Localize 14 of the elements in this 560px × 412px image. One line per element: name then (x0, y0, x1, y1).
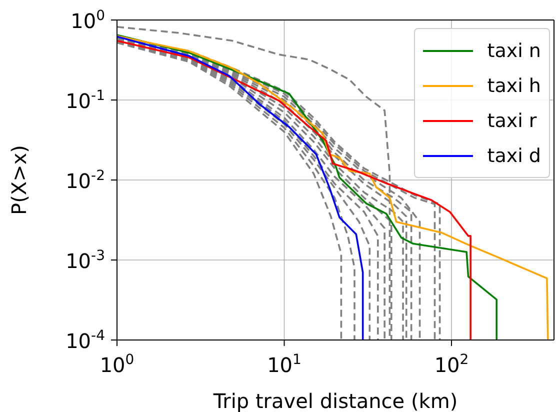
legend-label: taxi h (487, 74, 541, 96)
y-tick-label: 10$^{-3}$ (66, 248, 105, 273)
legend-label: taxi r (487, 110, 537, 132)
y-axis-title: P(X>x) (7, 145, 31, 215)
legend-label: taxi n (487, 40, 541, 62)
y-tick-label: 10$^{-4}$ (66, 328, 106, 353)
y-tick-label: 10$^{0}$ (70, 8, 105, 33)
x-tick-label: 10$^{2}$ (434, 352, 469, 377)
x-axis-title: Trip travel distance (km) (212, 389, 458, 412)
x-tick-label: 10$^{0}$ (100, 352, 134, 377)
legend-label: taxi d (487, 144, 541, 166)
x-tick-label: 10$^{1}$ (267, 352, 302, 377)
y-tick-label: 10$^{-2}$ (66, 168, 105, 193)
y-tick-label: 10$^{-1}$ (66, 88, 105, 113)
